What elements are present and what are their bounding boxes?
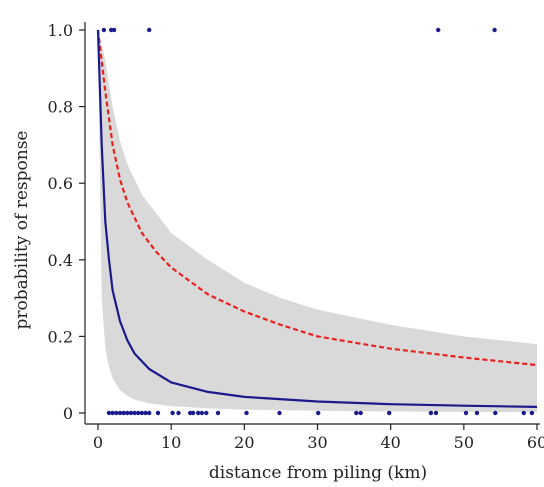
y-tick-label: 0.8	[48, 98, 73, 117]
y-tick-label: 0.6	[48, 174, 73, 193]
point-response-0	[190, 410, 196, 416]
point-response-0	[176, 410, 181, 416]
point-response-1	[436, 27, 441, 33]
point-response-0	[204, 410, 209, 416]
point-response-0	[143, 410, 148, 416]
y-tick-label: 0.4	[48, 251, 73, 270]
point-response-0	[132, 410, 137, 416]
point-response-0	[474, 410, 480, 416]
x-tick-label: 60	[527, 433, 544, 452]
y-tick-label: 0.2	[48, 327, 73, 346]
point-response-0	[155, 410, 161, 416]
point-response-1	[147, 27, 152, 33]
point-response-0	[147, 410, 152, 416]
point-response-0	[244, 410, 249, 416]
point-response-0	[316, 410, 321, 416]
point-response-1	[111, 27, 117, 33]
fitted-curves	[96, 29, 538, 408]
x-axis-title: distance from piling (km)	[209, 463, 427, 483]
point-response-0	[199, 410, 205, 416]
x-tick-label: 40	[380, 433, 400, 452]
point-response-0	[106, 410, 112, 416]
x-tick-label: 50	[454, 433, 474, 452]
curve-dashed	[96, 29, 538, 367]
x-tick-label: 30	[307, 433, 327, 452]
y-tick-label: 1.0	[48, 21, 73, 40]
point-response-0	[387, 410, 392, 416]
point-response-0	[493, 410, 498, 416]
point-response-0	[128, 410, 134, 416]
point-response-0	[358, 410, 363, 416]
observation-points	[101, 27, 535, 416]
y-axis-title: probability of response	[12, 131, 32, 330]
point-response-0	[114, 410, 119, 416]
confidence-band-solid	[98, 30, 537, 413]
point-response-0	[428, 410, 434, 416]
point-response-0	[521, 410, 526, 416]
point-response-0	[125, 410, 130, 416]
axes: 0 10 20 30 40 50 60 0 0.2 0.4 0.6 0.8 1.0	[48, 21, 544, 452]
confidence-bands	[98, 30, 537, 413]
point-response-0	[170, 410, 175, 416]
point-response-0	[215, 410, 221, 416]
point-response-0	[463, 410, 469, 416]
point-response-0	[139, 410, 145, 416]
point-response-0	[433, 410, 439, 416]
curve-solid	[96, 29, 538, 408]
point-response-0	[110, 410, 115, 416]
point-response-0	[354, 410, 359, 416]
y-tick-label: 0	[63, 404, 73, 423]
x-tick-label: 0	[93, 433, 103, 452]
point-response-0	[277, 410, 282, 416]
x-tick-label: 20	[234, 433, 254, 452]
point-response-1	[492, 27, 497, 33]
x-tick-label: 10	[161, 433, 181, 452]
point-response-0	[121, 410, 126, 416]
point-response-0	[196, 410, 201, 416]
point-response-1	[101, 27, 107, 33]
point-response-0	[529, 410, 535, 416]
point-response-0	[136, 410, 141, 416]
point-response-0	[117, 410, 123, 416]
